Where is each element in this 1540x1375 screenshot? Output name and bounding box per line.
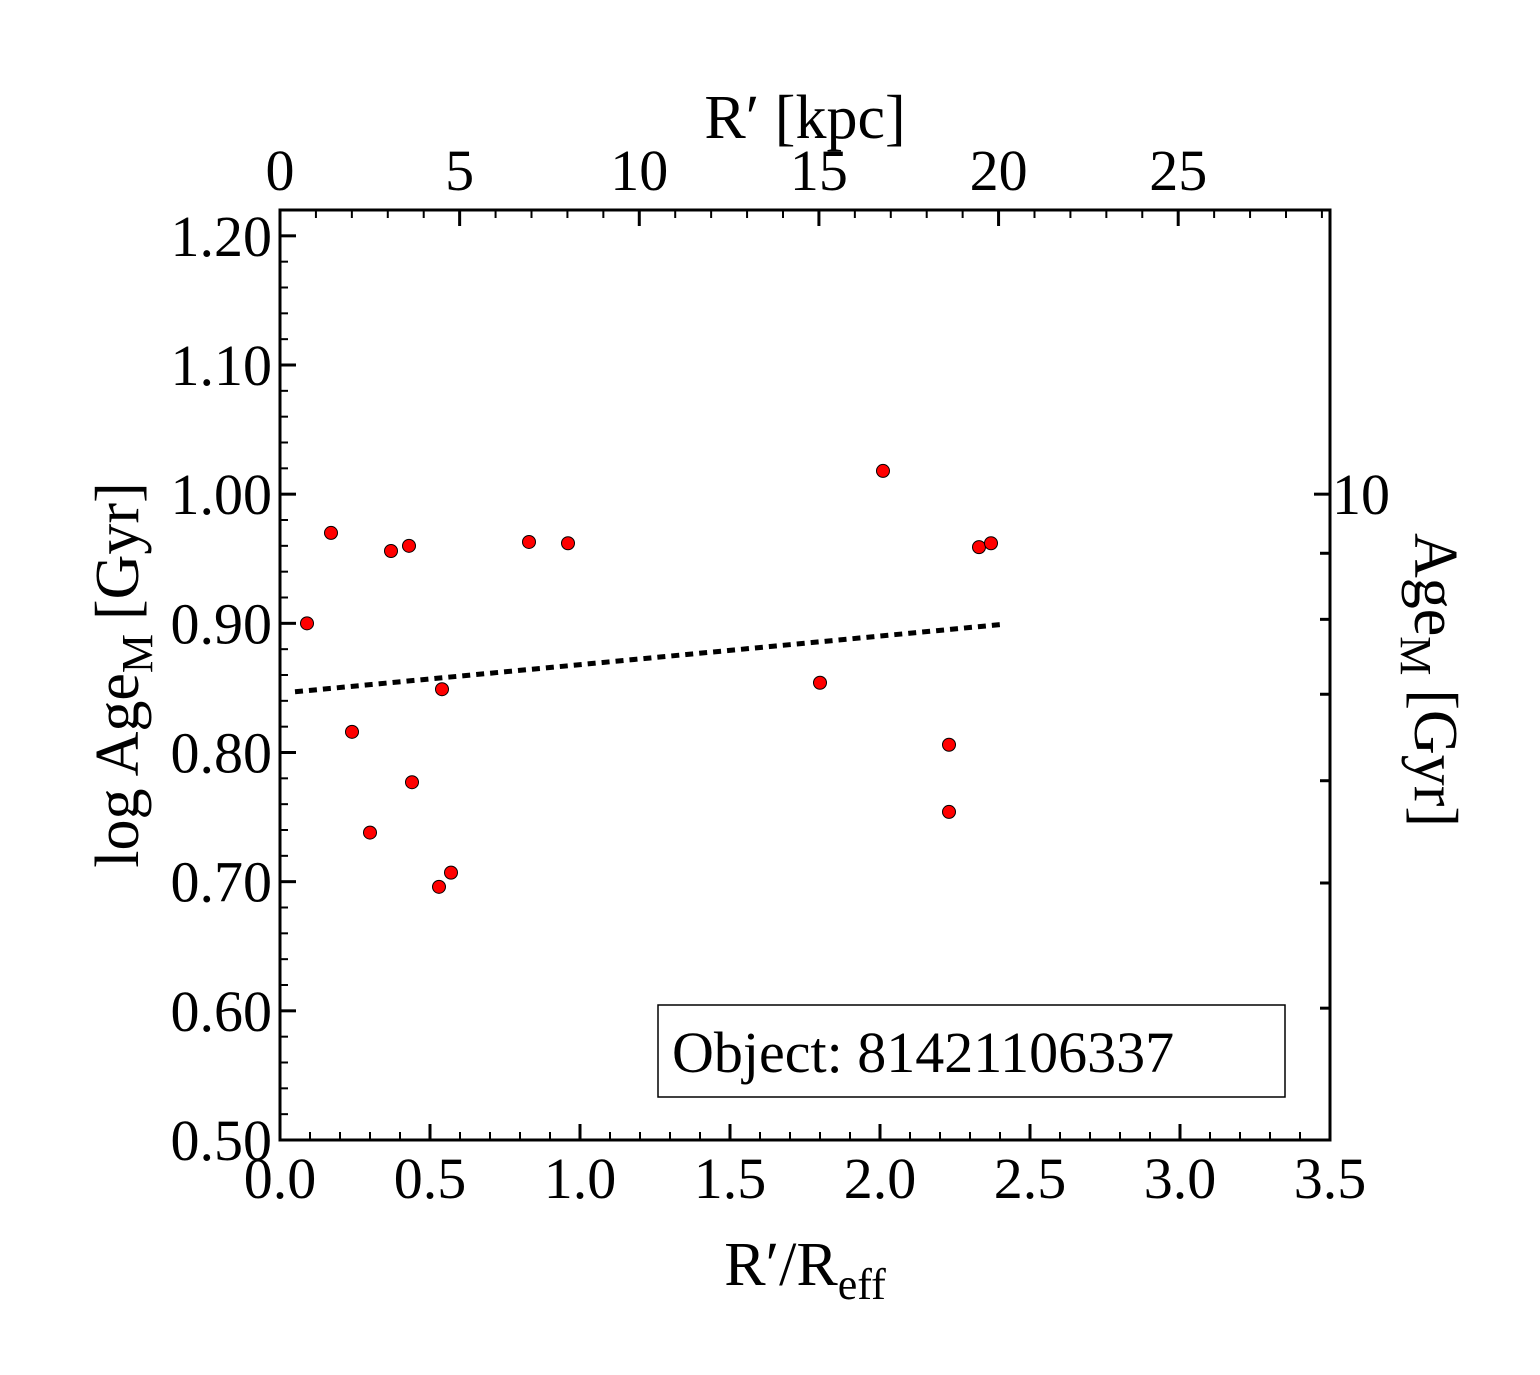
fit-line	[294, 622, 1001, 695]
y-tick-label: 0.80	[171, 721, 273, 786]
data-point	[813, 675, 827, 690]
annotation-border	[657, 1004, 1286, 1098]
x-tick-label: 2.0	[844, 1146, 917, 1211]
top-x-tick-label: 0	[266, 138, 295, 203]
y-tick-label: 1.10	[171, 333, 273, 398]
data-point	[522, 534, 536, 549]
y-tick-label: 0.70	[171, 850, 273, 915]
y-tick-label: 1.20	[171, 204, 273, 269]
annotation-text: Object: 81421106337	[672, 1020, 1174, 1085]
x-tick-label: 1.5	[694, 1146, 767, 1211]
y-tick-label: 0.60	[171, 979, 273, 1044]
y-axis-label: log AgeM [Gyr]	[84, 482, 162, 867]
top-x-tick-label: 15	[790, 138, 848, 203]
x-tick-label: 2.5	[994, 1146, 1067, 1211]
y-tick-label: 0.50	[171, 1108, 273, 1173]
y-tick-label: 1.00	[171, 462, 273, 527]
data-point	[444, 865, 458, 880]
x-axis-label: R′/Reff	[724, 1231, 886, 1309]
right-y-axis-label-unit: [Gyr]	[1401, 689, 1469, 827]
data-points	[300, 463, 998, 894]
data-point	[435, 682, 449, 697]
data-point	[942, 804, 956, 819]
data-point	[300, 616, 314, 631]
y-axis-label-unit: [Gyr]	[84, 482, 152, 620]
x-tick-label: 0.5	[394, 1146, 467, 1211]
plot-frame	[278, 208, 1332, 1142]
right-y-axis-label: AgeM [Gyr]	[1391, 533, 1469, 827]
top-x-axis-label: R′ [kpc]	[704, 84, 905, 152]
right-y-tick-label: 10	[1332, 462, 1390, 527]
right-y-axis-label-sub: M	[1391, 636, 1440, 675]
data-point	[363, 825, 377, 840]
data-point	[405, 775, 419, 790]
y-axis-label-main: log Age	[84, 673, 152, 868]
data-point	[324, 525, 338, 540]
top-x-tick-label: 10	[610, 138, 668, 203]
top-x-tick-label: 20	[970, 138, 1028, 203]
data-point	[432, 879, 446, 894]
fit-line-group	[294, 622, 1001, 695]
data-point	[972, 540, 986, 555]
axis-ticks	[278, 209, 1332, 1142]
data-point	[345, 724, 359, 739]
x-axis-label-sub: eff	[838, 1260, 886, 1309]
data-point	[942, 737, 956, 752]
axis-tick-labels: 0.0 0.5 1.0 1.5 2.0 2.5 3.0 3.5 0.50 0.60 0.70 0.80…	[171, 138, 1391, 1211]
y-axis-label-sub: M	[113, 634, 162, 673]
data-point	[402, 538, 416, 553]
data-point	[876, 463, 890, 478]
top-x-tick-label: 25	[1149, 138, 1207, 203]
data-point	[384, 544, 398, 558]
y-tick-label: 0.90	[171, 591, 273, 656]
data-point	[561, 536, 575, 551]
right-y-axis-label-main: Age	[1401, 533, 1469, 636]
x-tick-label: 1.0	[544, 1146, 617, 1211]
x-tick-label: 3.5	[1294, 1146, 1367, 1211]
x-axis-label-main: R′/R	[724, 1231, 838, 1299]
top-x-tick-label: 5	[445, 138, 474, 203]
data-point	[984, 536, 998, 551]
annotation-box: Object: 81421106337	[657, 1004, 1286, 1098]
x-tick-label: 3.0	[1144, 1146, 1217, 1211]
x-tick-label: 0.0	[244, 1146, 317, 1211]
